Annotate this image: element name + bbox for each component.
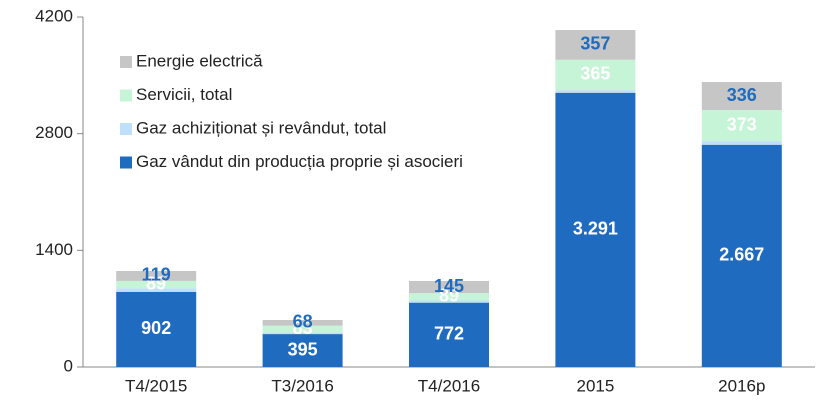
value-label: 89 (439, 286, 459, 306)
legend-swatch (120, 56, 132, 68)
value-label: 336 (727, 85, 757, 105)
value-label: 83 (293, 318, 313, 338)
value-label: 365 (580, 64, 610, 84)
legend-label: Gaz vândut din producția proprie și asoc… (136, 152, 463, 171)
value-label: 2.667 (719, 245, 764, 265)
bar-segment (701, 82, 782, 110)
y-tick-label: 4200 (35, 6, 73, 25)
bar-segment (555, 30, 636, 60)
legend-label: Servicii, total (136, 85, 232, 104)
bar-segment (262, 332, 343, 335)
value-label: 772 (434, 324, 464, 344)
legend-swatch (120, 156, 132, 169)
y-tick-label: 1400 (35, 240, 73, 259)
bar-segment (701, 144, 782, 367)
value-label: 902 (141, 318, 171, 338)
legend-swatch (120, 89, 132, 102)
value-label: 357 (580, 34, 610, 54)
bar-segment (701, 141, 782, 145)
x-tick-label: T4/2015 (125, 376, 187, 395)
bar-segment (409, 300, 489, 303)
x-tick-label: T4/2016 (418, 376, 480, 395)
bar-segment (701, 110, 782, 142)
value-label: 68 (293, 312, 313, 332)
bar-segment (409, 281, 489, 294)
x-tick-label: 2015 (576, 376, 614, 395)
bar-segment (555, 92, 636, 367)
value-label: 119 (142, 265, 171, 285)
x-tick-label: T3/2016 (271, 376, 333, 395)
value-label: 373 (727, 114, 757, 134)
value-label: 395 (288, 339, 318, 359)
y-tick-label: 0 (64, 356, 73, 375)
bar-segment (555, 59, 636, 91)
legend-label: Gaz achiziționat și revândut, total (136, 118, 386, 137)
x-tick-label: 2016p (718, 376, 765, 395)
bar-segment (262, 325, 343, 333)
bar-segment (409, 293, 489, 301)
bar-segment (116, 291, 197, 367)
bar-segment (116, 280, 197, 289)
value-label: 145 (434, 276, 464, 296)
legend-swatch (120, 123, 132, 135)
bar-segment (555, 90, 636, 93)
bar-segment (116, 271, 197, 281)
bar-segment (262, 320, 343, 326)
y-tick-label: 2800 (35, 123, 73, 142)
bar-segment (409, 302, 489, 367)
bar-segment (116, 288, 197, 292)
value-label: 3.291 (573, 219, 618, 239)
bar-segment (262, 334, 343, 367)
value-label: 89 (146, 273, 166, 293)
legend-label: Energie electrică (136, 51, 263, 70)
